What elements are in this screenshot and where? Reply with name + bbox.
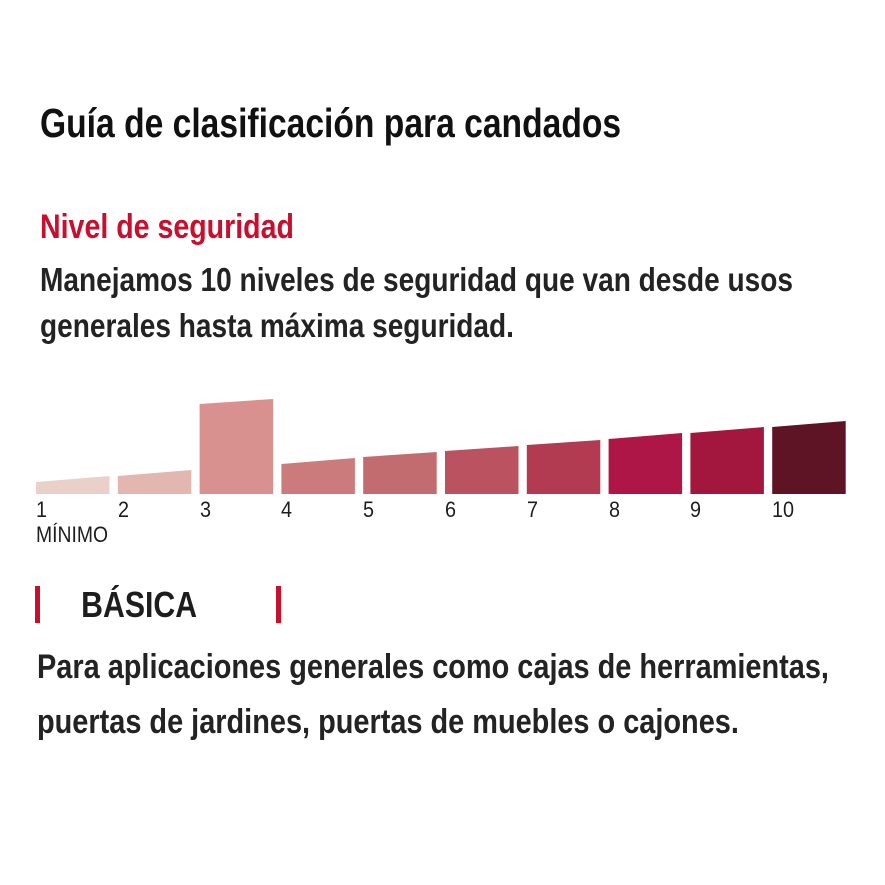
bar-label-10: 10	[772, 497, 795, 522]
classification-description-line1: Para aplicaciones generales como cajas d…	[37, 648, 829, 686]
bar-label-1: 1	[36, 497, 48, 522]
bar-label-5: 5	[363, 497, 375, 522]
security-level-heading: Nivel de seguridad	[40, 208, 294, 246]
intro-text: Manejamos 10 niveles de seguridad que va…	[40, 257, 793, 349]
security-level-bar-2	[117, 470, 192, 494]
bar-label-8: 8	[608, 497, 620, 522]
classification-label: BÁSICA	[81, 584, 198, 625]
security-level-bar-1	[36, 476, 110, 494]
security-level-bar-7	[526, 440, 601, 494]
intro-text-line1: Manejamos 10 niveles de seguridad que va…	[40, 261, 793, 298]
intro-text-line2: generales hasta máxima seguridad.	[40, 307, 514, 344]
minimum-label: MÍNIMO	[36, 522, 109, 547]
bar-label-6: 6	[445, 497, 457, 522]
security-level-chart	[36, 399, 846, 494]
classification-description-line2: puertas de jardines, puertas de muebles …	[37, 703, 739, 741]
page-title: Guía de clasificación para candados	[40, 100, 622, 146]
bar-label-7: 7	[526, 497, 538, 522]
security-level-bar-4	[281, 458, 355, 494]
bar-label-2: 2	[117, 497, 129, 522]
security-level-bar-5	[363, 452, 437, 494]
classification-description: Para aplicaciones generales como cajas d…	[37, 640, 829, 750]
classification-right-marker	[276, 586, 281, 623]
bar-label-4: 4	[281, 497, 293, 522]
security-level-bar-3	[199, 399, 274, 494]
security-level-bar-8	[608, 433, 683, 494]
classification-left-marker	[35, 586, 40, 623]
bar-label-3: 3	[199, 497, 211, 522]
security-level-bar-10	[772, 421, 846, 494]
security-level-bar-6	[445, 446, 519, 494]
bar-label-9: 9	[690, 497, 702, 522]
security-level-bar-9	[690, 427, 764, 494]
